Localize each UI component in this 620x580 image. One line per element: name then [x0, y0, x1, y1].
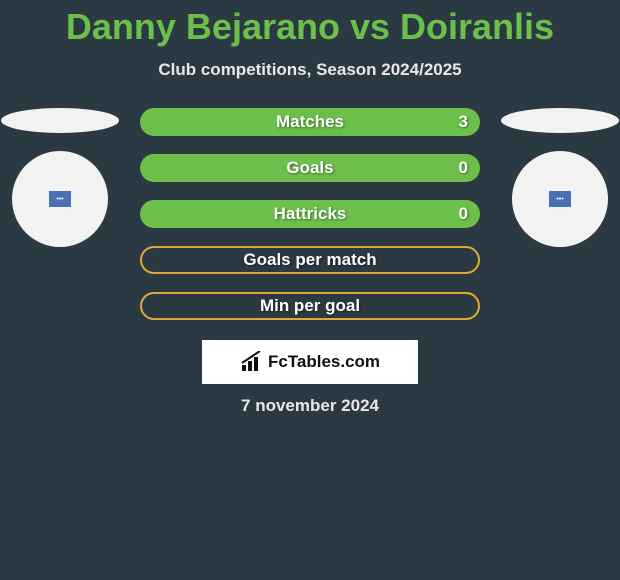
fctables-logo: FcTables.com [202, 340, 418, 384]
stat-label: Goals per match [243, 250, 376, 270]
bar-chart-icon [240, 351, 264, 373]
stat-bars: Matches 3 Goals 0 Hattricks 0 Goals per … [140, 108, 480, 320]
stat-label: Hattricks [274, 204, 347, 224]
stat-value: 3 [459, 112, 468, 132]
stat-bar-goals: Goals 0 [140, 154, 480, 182]
subtitle: Club competitions, Season 2024/2025 [0, 60, 620, 80]
stat-label: Min per goal [260, 296, 360, 316]
stat-bar-goals-per-match: Goals per match [140, 246, 480, 274]
stat-label: Goals [286, 158, 333, 178]
left-player-col: ••• [0, 108, 120, 247]
stat-value: 0 [459, 204, 468, 224]
stat-bar-hattricks: Hattricks 0 [140, 200, 480, 228]
page-title: Danny Bejarano vs Doiranlis [0, 0, 620, 48]
stat-bar-matches: Matches 3 [140, 108, 480, 136]
left-name-ellipse [1, 108, 119, 133]
stat-label: Matches [276, 112, 344, 132]
stat-bar-min-per-goal: Min per goal [140, 292, 480, 320]
content-area: ••• ••• Matches 3 Goals 0 Hattricks 0 Go… [0, 108, 620, 416]
left-player-badge: ••• [12, 151, 108, 247]
right-player-badge: ••• [512, 151, 608, 247]
logo-text: FcTables.com [268, 352, 380, 372]
badge-placeholder-icon: ••• [549, 191, 571, 207]
right-player-col: ••• [500, 108, 620, 247]
badge-placeholder-icon: ••• [49, 191, 71, 207]
stat-value: 0 [459, 158, 468, 178]
right-name-ellipse [501, 108, 619, 133]
date-text: 7 november 2024 [0, 396, 620, 416]
